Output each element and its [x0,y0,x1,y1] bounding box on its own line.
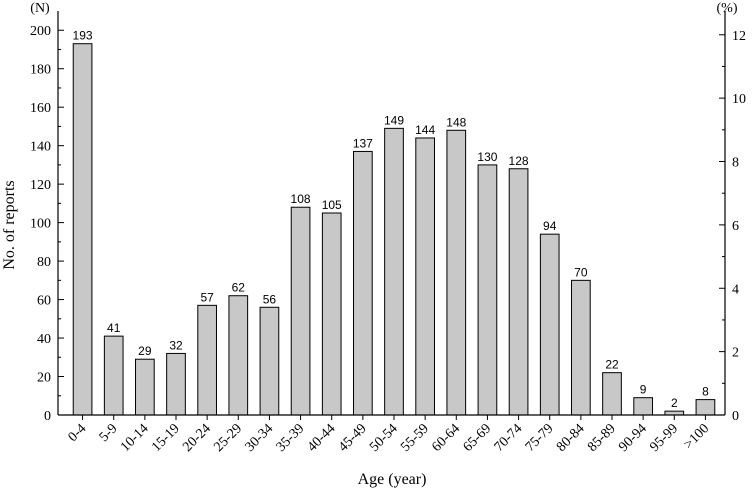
x-tick-label: 65-69 [461,421,495,455]
x-tick-label: 90-94 [616,421,650,455]
y-tick-label: 20 [37,371,51,386]
y2-tick-label: 0 [732,409,739,424]
x-tick-label: >100 [681,421,712,452]
left-axis-unit: (N) [30,1,50,16]
data-label-75-79: 94 [543,219,557,233]
right-axis-unit: (%) [717,1,738,16]
data-label-85-89: 22 [605,358,619,372]
data-label-25-29: 62 [232,281,246,295]
bar-35-39 [290,206,311,416]
y-tick-label: 160 [30,101,51,116]
x-tick-label: 95-99 [647,421,681,455]
y2-tick-label: 6 [732,219,739,234]
x-axis-title: Age (year) [358,471,427,488]
y-tick-label: 40 [37,332,51,347]
data-label-50-54: 149 [384,113,404,127]
data-label-0-4: 193 [73,29,93,43]
data-label-60-64: 148 [446,115,466,129]
x-tick-label: 5-9 [97,421,121,445]
data-label-70-74: 128 [509,154,529,168]
y-tick-label: 140 [30,140,51,155]
y2-tick-label: 10 [732,92,746,107]
x-tick-label: 55-59 [398,421,432,455]
bar-85-89 [602,372,622,416]
x-tick-label: 20-24 [180,421,214,455]
y-tick-label: 80 [37,255,51,270]
bar-20-24 [197,304,217,416]
y-tick-label: 100 [30,217,51,232]
y2-tick-label: 4 [732,282,739,297]
y-axis-title: No. of reports [1,180,18,269]
x-tick-label: 50-54 [367,421,401,455]
x-tick-label: 45-49 [336,421,370,455]
y2-tick-label: 8 [732,156,739,171]
x-tick-label: 0-4 [66,421,90,445]
x-tick-label: 35-39 [274,421,308,455]
data-label-95-99: 2 [671,396,678,410]
data-label-65-69: 130 [477,150,497,164]
y-tick-label: 60 [37,294,51,309]
bar-30-34 [259,306,280,416]
data-label-10-14: 29 [138,344,152,358]
bar-80-84 [571,279,591,416]
data-label-15-19: 32 [169,338,183,352]
bar-50-54 [384,127,404,416]
bar-55-59 [415,137,435,416]
data-label-30-34: 56 [263,292,277,306]
x-tick-label: 70-74 [492,421,526,455]
data-label-80-84: 70 [574,265,588,279]
x-tick-label: 15-19 [149,421,183,455]
bar-5-9 [103,335,124,416]
data-label->100: 8 [702,385,709,399]
x-tick-label: 75-79 [523,421,557,455]
bar-90-94 [633,397,653,416]
y-tick-label: 200 [30,24,51,39]
bar-70-74 [508,168,529,416]
data-label-5-9: 41 [107,321,121,335]
x-tick-label: 85-89 [585,421,619,455]
data-label-40-44: 105 [322,198,342,212]
y2-tick-label: 12 [732,29,746,44]
bar-0-4 [72,43,93,416]
bar-10-14 [135,358,155,416]
data-label-45-49: 137 [353,136,373,150]
x-tick-label: 40-44 [305,421,339,455]
x-tick-label: 30-34 [243,421,277,455]
data-label-90-94: 9 [640,383,647,397]
bar->100 [695,399,716,416]
y-tick-label: 120 [30,178,51,193]
y-tick-label: 180 [30,63,51,78]
bar-65-69 [477,164,498,416]
bar-15-19 [166,352,186,416]
data-label-20-24: 57 [200,290,214,304]
bar-60-64 [446,129,467,416]
bar-45-49 [353,150,373,416]
bar-40-44 [321,212,342,416]
x-tick-label: 60-64 [429,421,463,455]
x-tick-label: 80-84 [554,421,588,455]
data-label-35-39: 108 [291,192,311,206]
x-tick-label: 10-14 [118,421,152,455]
x-tick-label: 25-29 [211,421,245,455]
y-tick-label: 0 [44,409,51,424]
y2-tick-label: 2 [732,346,739,361]
data-label-55-59: 144 [415,123,435,137]
bar-75-79 [539,233,560,416]
bar-25-29 [228,295,249,416]
